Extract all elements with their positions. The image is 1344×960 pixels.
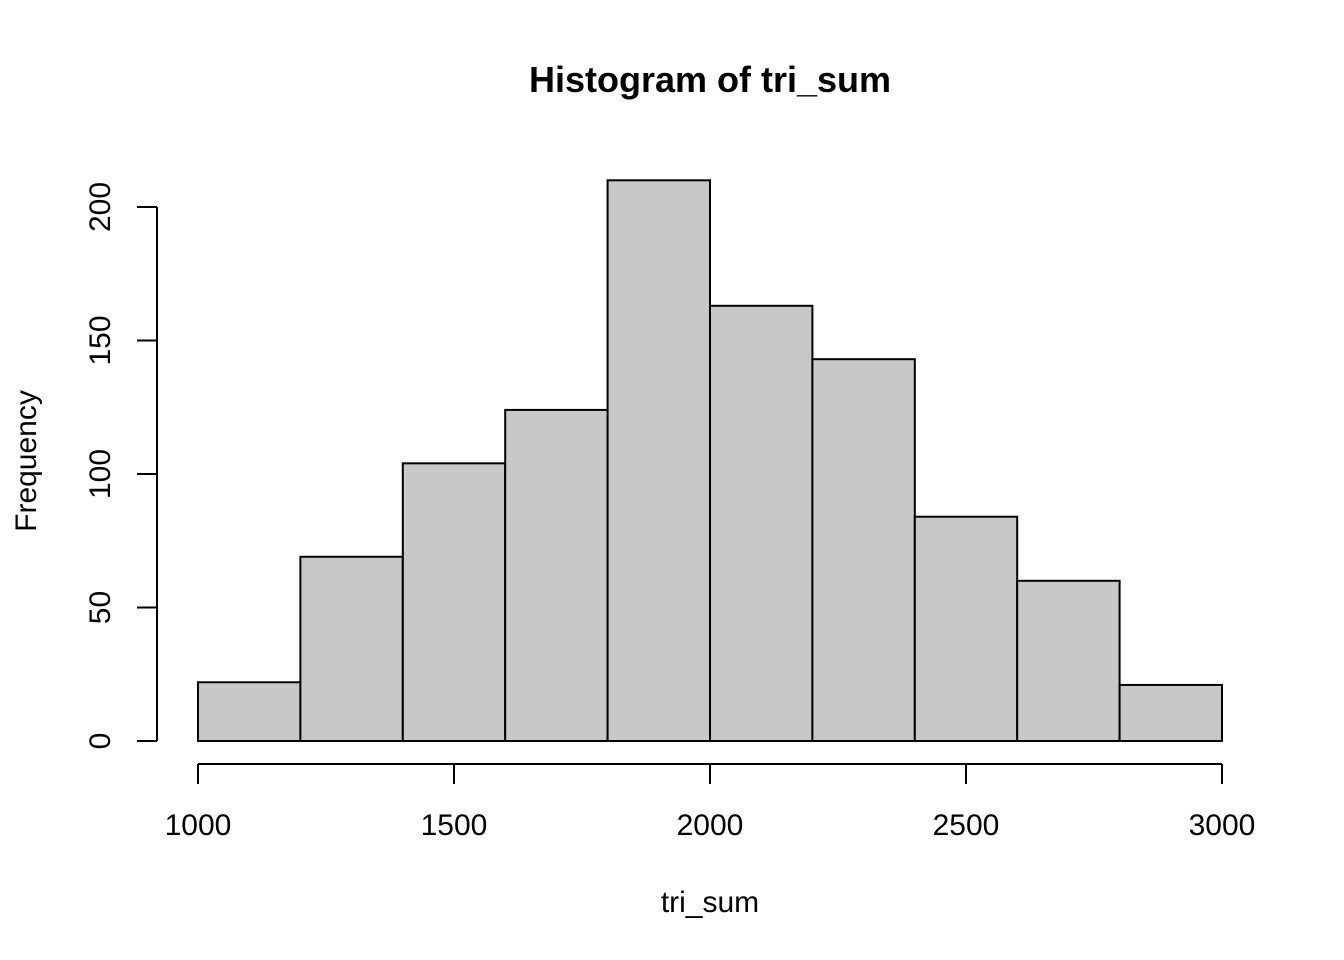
bars-group	[197, 179, 1223, 743]
x-tick-label-2: 2000	[677, 809, 744, 842]
chart-title: Histogram of tri_sum	[529, 59, 891, 100]
histogram-bar-0	[197, 681, 302, 743]
y-tick-label-3: 150	[84, 315, 117, 365]
histogram-bar-8	[1016, 579, 1121, 742]
y-axis-label: Frequency	[10, 390, 43, 532]
y-tick-label-1: 50	[84, 591, 117, 624]
x-tick-label-4: 3000	[1189, 809, 1256, 842]
x-tick-label-3: 2500	[933, 809, 1000, 842]
histogram-bar-1	[299, 555, 404, 743]
histogram-bar-2	[401, 462, 507, 742]
y-tick-label-2: 100	[84, 449, 117, 499]
histogram-bar-3	[504, 408, 609, 742]
histogram-bar-7	[913, 515, 1019, 742]
histogram-bar-5	[709, 304, 814, 742]
histogram-bar-4	[606, 179, 711, 743]
x-tick-label-0: 1000	[165, 809, 232, 842]
y-tick-label-4: 200	[84, 182, 117, 232]
histogram-bar-9	[1118, 683, 1223, 742]
x-tick-label-1: 1500	[421, 809, 488, 842]
histogram-bar-6	[811, 358, 916, 742]
y-tick-label-0: 0	[84, 733, 117, 750]
x-axis-label: tri_sum	[661, 886, 759, 919]
y-axis: 0 50 100 150 200	[84, 182, 158, 750]
x-axis: 1000 1500 2000 2500 3000	[165, 763, 1256, 842]
